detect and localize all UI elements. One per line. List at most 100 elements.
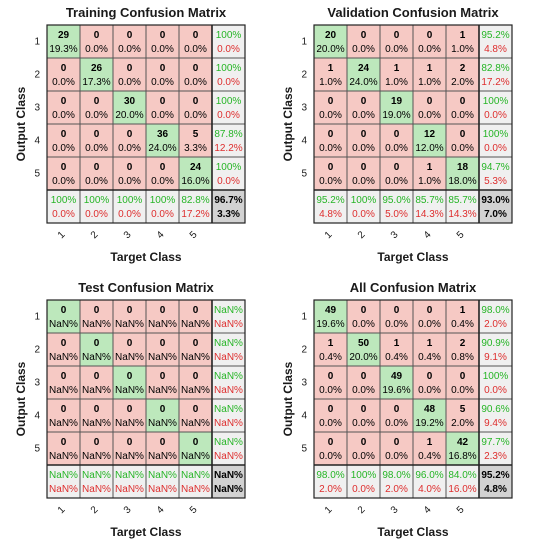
misclassified-cell [179, 124, 212, 157]
misclassified-cell [314, 91, 347, 124]
column-error: 4.8% [319, 209, 342, 220]
row-summary-cell [212, 333, 245, 366]
cell-count: 0 [127, 437, 133, 448]
cell-count: 0 [193, 437, 199, 448]
column-summary-cell [413, 190, 446, 223]
cell-percent: 0.0% [184, 77, 207, 88]
column-error: 14.3% [415, 209, 443, 220]
cell-percent: 0.0% [418, 44, 441, 55]
x-tick-label: 1 [56, 504, 68, 516]
cell-percent: NaN% [115, 319, 144, 330]
cell-count: 30 [124, 96, 136, 107]
cell-percent: 0.0% [352, 319, 375, 330]
misclassified-cell [380, 124, 413, 157]
cell-percent: 0.0% [352, 418, 375, 429]
y-tick-label: 2 [34, 70, 40, 81]
cell-count: 36 [157, 129, 169, 140]
cell-percent: 0.0% [319, 110, 342, 121]
cell-percent: NaN% [82, 319, 111, 330]
row-precision: 100% [483, 96, 509, 107]
cell-count: 0 [427, 371, 433, 382]
misclassified-cell [446, 399, 479, 432]
row-precision: NaN% [214, 404, 243, 415]
cell-count: 0 [193, 30, 199, 41]
row-error: 2.0% [484, 319, 507, 330]
correct-cell [179, 157, 212, 190]
misclassified-cell [113, 432, 146, 465]
column-summary-cell [47, 190, 80, 223]
y-tick-label: 1 [34, 37, 40, 48]
cell-percent: 0.0% [385, 418, 408, 429]
misclassified-cell [413, 25, 446, 58]
y-tick-label: 3 [301, 103, 307, 114]
x-tick-label: 3 [389, 504, 401, 516]
cell-percent: 0.0% [352, 451, 375, 462]
row-summary-cell [479, 91, 512, 124]
row-summary-cell [212, 399, 245, 432]
correct-cell [80, 58, 113, 91]
x-axis-label: Target Class [377, 525, 448, 539]
misclassified-cell [47, 157, 80, 190]
cell-count: 0 [61, 338, 67, 349]
row-summary-cell [479, 399, 512, 432]
cell-count: 0 [160, 30, 166, 41]
column-summary-cell [347, 190, 380, 223]
misclassified-cell [113, 300, 146, 333]
misclassified-cell [80, 432, 113, 465]
cell-percent: 24.0% [148, 143, 176, 154]
row-precision: 90.6% [481, 404, 509, 415]
row-summary-cell [479, 124, 512, 157]
cell-percent: NaN% [49, 451, 78, 462]
cell-percent: 0.0% [451, 143, 474, 154]
row-precision: 100% [216, 96, 242, 107]
misclassified-cell [47, 91, 80, 124]
cell-percent: NaN% [82, 385, 111, 396]
misclassified-cell [80, 157, 113, 190]
cell-count: 0 [361, 404, 367, 415]
cell-count: 18 [457, 162, 469, 173]
cell-count: 0 [127, 63, 133, 74]
cell-percent: 0.0% [118, 176, 141, 187]
cell-percent: NaN% [181, 385, 210, 396]
cell-count: 0 [61, 129, 67, 140]
cell-percent: NaN% [181, 319, 210, 330]
column-error: 0.0% [352, 484, 375, 495]
cell-percent: 0.0% [385, 176, 408, 187]
x-tick-label: 4 [422, 229, 434, 241]
cell-count: 0 [160, 63, 166, 74]
cell-count: 0 [328, 96, 334, 107]
x-tick-label: 5 [455, 504, 467, 516]
cell-percent: NaN% [181, 352, 210, 363]
cell-count: 0 [361, 30, 367, 41]
overall-accuracy-cell [212, 465, 245, 498]
cell-percent: NaN% [115, 418, 144, 429]
row-error: 17.2% [481, 77, 509, 88]
row-error: 0.0% [484, 110, 507, 121]
row-summary-cell [479, 432, 512, 465]
cell-percent: 0.0% [319, 143, 342, 154]
cell-percent: 19.2% [415, 418, 443, 429]
column-summary-cell [413, 465, 446, 498]
x-tick-label: 4 [422, 504, 434, 516]
cell-percent: NaN% [115, 451, 144, 462]
misclassified-cell [380, 58, 413, 91]
cell-percent: 0.4% [418, 352, 441, 363]
cell-count: 0 [460, 371, 466, 382]
misclassified-cell [179, 25, 212, 58]
correct-cell [446, 157, 479, 190]
correct-cell [413, 124, 446, 157]
misclassified-cell [146, 157, 179, 190]
cell-count: 0 [361, 371, 367, 382]
cell-count: 0 [61, 63, 67, 74]
cell-percent: NaN% [148, 451, 177, 462]
misclassified-cell [446, 58, 479, 91]
misclassified-cell [146, 91, 179, 124]
misclassified-cell [413, 58, 446, 91]
cell-count: 0 [94, 371, 100, 382]
row-summary-cell [479, 366, 512, 399]
cell-count: 0 [427, 30, 433, 41]
column-recall: 100% [84, 195, 110, 206]
cell-count: 1 [394, 63, 400, 74]
y-tick-label: 1 [34, 312, 40, 323]
misclassified-cell [413, 300, 446, 333]
